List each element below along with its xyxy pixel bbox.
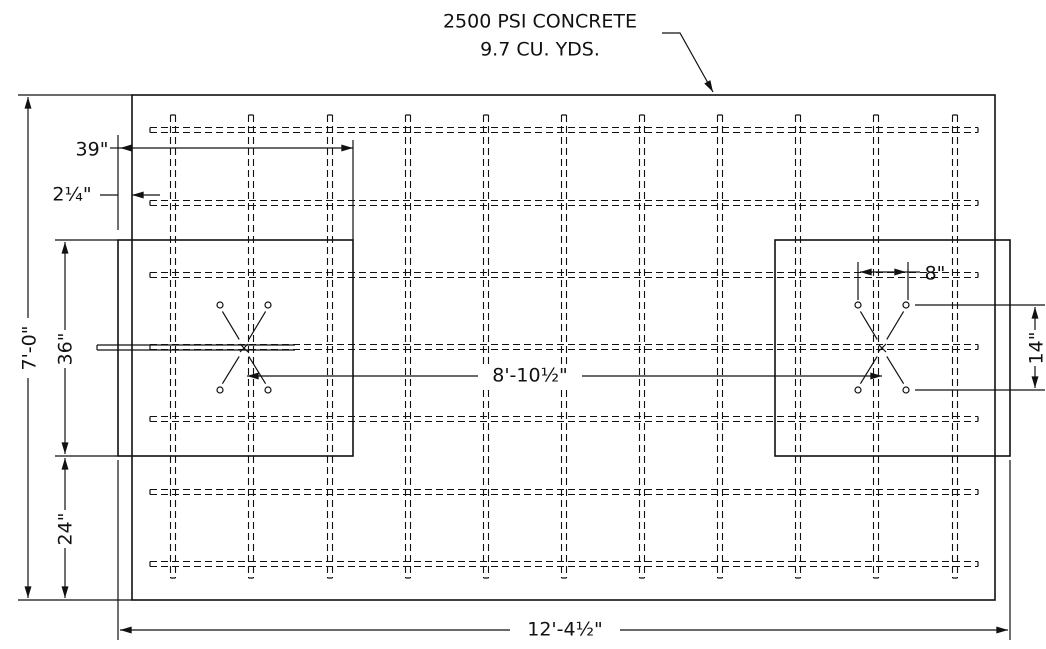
bolt-leg [887, 311, 904, 339]
rebar-end [171, 115, 176, 578]
rebar-end [874, 115, 879, 578]
dim-36: 36" [55, 333, 77, 366]
rebar-grid [150, 115, 978, 578]
bolt [855, 302, 861, 308]
rebar-end [249, 115, 254, 578]
dim-total-width: 12'-4½" [527, 619, 603, 641]
bolt-leg [249, 311, 266, 339]
note-line1: 2500 PSI CONCRETE [443, 11, 637, 33]
slab [132, 95, 995, 600]
bolt [855, 387, 861, 393]
leader [662, 33, 713, 92]
bolt [265, 387, 271, 393]
bolt-leg [249, 356, 266, 383]
rebar-end [796, 115, 801, 578]
rebar-end [953, 115, 958, 578]
dim-14: 14" [1026, 332, 1046, 365]
rebar-end [150, 201, 978, 206]
dim-total-height: 7'-0" [19, 326, 41, 371]
rebar-end [562, 115, 567, 578]
rebar-end [406, 115, 411, 578]
bolt-leg [860, 356, 877, 383]
extension-lines [118, 460, 1010, 640]
bolt-leg [222, 311, 239, 339]
dim-24: 24" [55, 513, 77, 546]
rebar-end [150, 562, 978, 567]
rebar-end [150, 490, 978, 495]
bolt-center [878, 344, 886, 352]
bolt [903, 302, 909, 308]
note-line2: 9.7 CU. YDS. [480, 39, 600, 61]
dim-bolt-span: 8'-10½" [492, 365, 568, 387]
bolt [217, 387, 223, 393]
extension-lines [858, 262, 908, 300]
bolt-leg [222, 356, 239, 383]
rebar-end [328, 115, 333, 578]
rebar-end [484, 115, 489, 578]
dim-8: 8" [925, 263, 946, 285]
bolt [903, 387, 909, 393]
rebar-end [718, 115, 723, 578]
bolt [217, 302, 223, 308]
rebar-end [150, 417, 978, 422]
bolt-leg [860, 311, 877, 339]
rebar-end [640, 115, 645, 578]
bolt-leg [887, 356, 904, 383]
bolt [265, 302, 271, 308]
dim-39: 39" [76, 139, 109, 161]
rebar-end [150, 273, 978, 278]
dim-2-25: 2¼" [52, 184, 91, 206]
rebar-end [150, 128, 978, 133]
extension-lines [118, 135, 353, 240]
